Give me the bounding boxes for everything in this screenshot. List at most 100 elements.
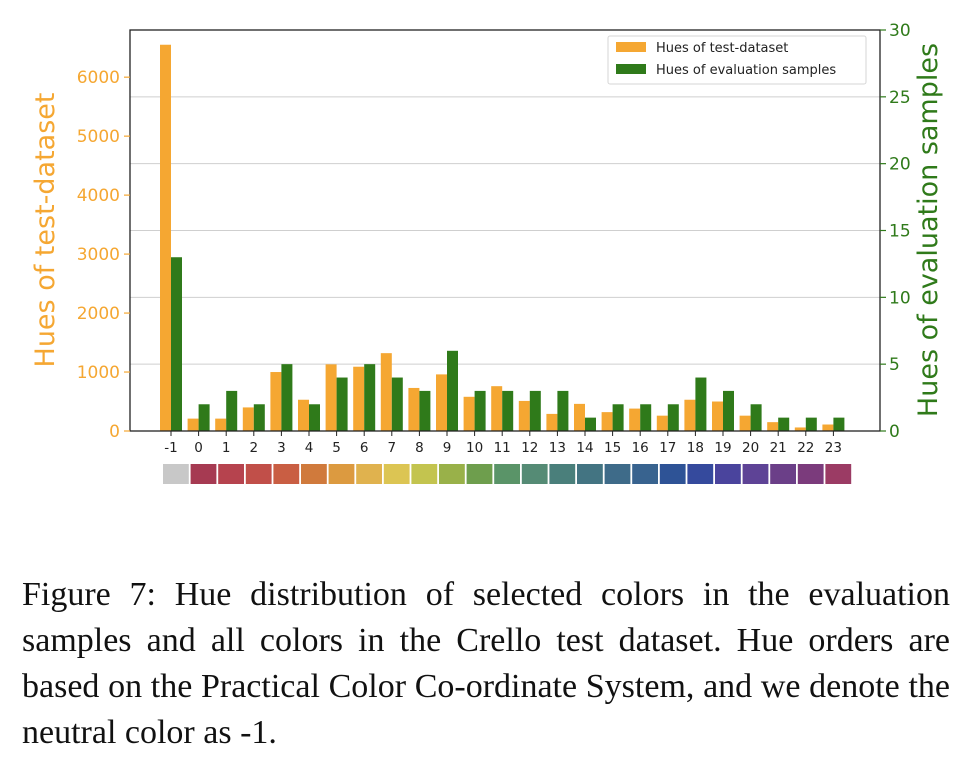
x-tick-label: 5 — [332, 440, 341, 456]
bar-evaluation-samples — [529, 390, 541, 431]
bar-evaluation-samples — [474, 390, 486, 431]
x-tick-label: 18 — [687, 440, 704, 456]
x-tick-label: -1 — [164, 440, 177, 456]
hue-swatch — [163, 464, 189, 484]
hue-color-strip — [163, 464, 852, 484]
x-tick-label: 13 — [549, 440, 566, 456]
legend: Hues of test-dataset Hues of evaluation s… — [607, 35, 867, 85]
hue-swatch — [301, 464, 327, 484]
left-tick-label: 0 — [109, 422, 120, 442]
hue-swatch — [632, 464, 658, 484]
x-ticks: -1 0 1 2 3 4 5 6 7 8 9 10 11 12 13 14 15 16 17 18 19 20 21 22 23 — [164, 431, 842, 456]
hue-swatch — [356, 464, 382, 484]
bar-evaluation-samples — [281, 364, 293, 431]
bar-evaluation-samples — [640, 404, 652, 431]
hue-swatch — [549, 464, 576, 484]
bar-test-dataset — [325, 364, 337, 431]
x-tick-label: 22 — [797, 440, 814, 456]
bar-evaluation-samples — [447, 350, 458, 431]
bar-evaluation-samples — [778, 417, 790, 431]
x-tick-label: 20 — [742, 440, 759, 456]
hue-swatch — [328, 464, 355, 484]
bar-evaluation-samples — [833, 417, 845, 431]
hue-swatch — [383, 464, 410, 484]
right-tick-label: 5 — [889, 355, 900, 375]
x-tick-label: 3 — [277, 440, 286, 456]
left-tick-label: 3000 — [77, 245, 120, 265]
x-tick-label: 4 — [305, 440, 314, 456]
bar-evaluation-samples — [253, 404, 265, 431]
left-y-axis-label: Hues of test-dataset — [30, 93, 61, 368]
bar-evaluation-samples — [612, 404, 624, 431]
bar-evaluation-samples — [226, 390, 238, 431]
bar-test-dataset — [656, 415, 668, 431]
hue-swatch — [604, 464, 631, 484]
x-tick-label: 23 — [825, 440, 842, 456]
right-tick-label: 10 — [889, 288, 911, 308]
right-tick-label: 20 — [889, 155, 911, 175]
left-tick-label: 5000 — [77, 127, 120, 147]
right-y-axis-label: Hues of evaluation samples — [913, 43, 944, 417]
x-tick-label: 17 — [659, 440, 676, 456]
bar-test-dataset — [822, 424, 834, 431]
hue-swatch — [218, 464, 244, 484]
gridlines — [130, 96, 880, 365]
x-tick-label: 6 — [360, 440, 369, 456]
bar-test-dataset — [436, 374, 447, 431]
bar-evaluation-samples — [309, 404, 320, 431]
bar-test-dataset — [380, 353, 392, 431]
hue-swatch — [659, 464, 686, 484]
left-tick-label: 1000 — [77, 363, 120, 383]
x-tick-label: 7 — [388, 440, 397, 456]
hue-swatch — [466, 464, 493, 484]
bar-evaluation-samples — [171, 257, 182, 431]
bar-evaluation-samples — [585, 417, 596, 431]
bar-test-dataset — [739, 415, 751, 431]
bars — [160, 44, 845, 431]
legend-label: Hues of test-dataset — [656, 41, 788, 56]
left-tick-label: 2000 — [77, 304, 120, 324]
bar-evaluation-samples — [336, 377, 348, 431]
bar-evaluation-samples — [391, 377, 403, 431]
bar-test-dataset — [353, 366, 365, 431]
left-tick-label: 6000 — [77, 68, 120, 88]
hue-swatch — [770, 464, 796, 484]
bar-test-dataset — [215, 418, 227, 431]
hue-swatch — [521, 464, 548, 484]
right-tick-label: 30 — [889, 21, 911, 41]
x-tick-label: 1 — [222, 440, 231, 456]
right-tick-label: 0 — [889, 422, 900, 442]
bar-test-dataset — [408, 387, 420, 431]
legend-swatch — [616, 64, 646, 74]
bar-evaluation-samples — [695, 377, 707, 431]
x-tick-label: 19 — [714, 440, 731, 456]
bar-test-dataset — [491, 386, 503, 431]
hue-swatch — [742, 464, 769, 484]
legend-swatch — [616, 42, 646, 52]
bar-evaluation-samples — [198, 404, 210, 431]
bar-evaluation-samples — [502, 390, 514, 431]
hue-swatch — [190, 464, 217, 484]
hue-swatch — [797, 464, 824, 484]
bar-test-dataset — [684, 399, 696, 431]
hue-swatch — [245, 464, 272, 484]
x-tick-label: 8 — [415, 440, 424, 456]
bar-evaluation-samples — [667, 404, 679, 431]
hue-swatch — [439, 464, 465, 484]
bar-test-dataset — [298, 399, 309, 431]
hue-swatch — [715, 464, 741, 484]
bar-evaluation-samples — [557, 390, 569, 431]
x-tick-label: 0 — [194, 440, 203, 456]
bar-test-dataset — [160, 44, 171, 431]
hue-swatch — [825, 464, 852, 484]
bar-test-dataset — [546, 413, 558, 431]
bar-test-dataset — [242, 407, 254, 431]
bar-test-dataset — [601, 412, 613, 431]
left-y-ticks: 0 1000 2000 3000 4000 5000 6000 — [77, 68, 130, 442]
bar-test-dataset — [270, 372, 282, 431]
hue-swatch — [494, 464, 520, 484]
bar-evaluation-samples — [364, 364, 376, 431]
bar-test-dataset — [794, 427, 806, 431]
figure-caption: Figure 7: Hue distribution of selected c… — [22, 576, 950, 751]
x-tick-label: 16 — [632, 440, 649, 456]
